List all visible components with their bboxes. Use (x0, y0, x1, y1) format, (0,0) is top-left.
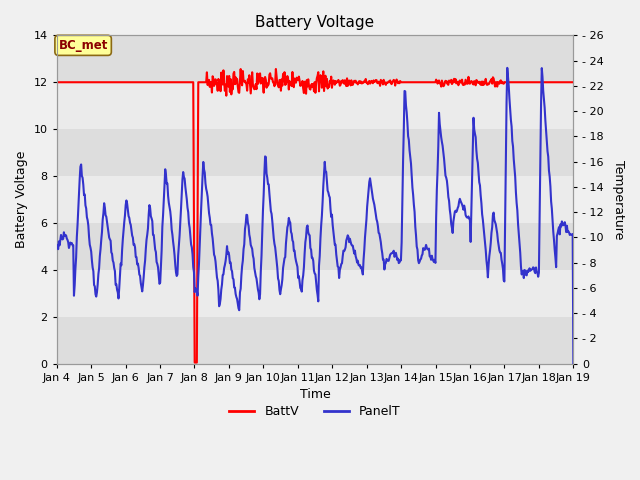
Text: BC_met: BC_met (58, 39, 108, 52)
Y-axis label: Battery Voltage: Battery Voltage (15, 151, 28, 248)
Y-axis label: Temperature: Temperature (612, 160, 625, 239)
Bar (57, 129, 573, 176)
Bar (57, 317, 573, 364)
Bar (57, 36, 573, 82)
Title: Battery Voltage: Battery Voltage (255, 15, 374, 30)
X-axis label: Time: Time (300, 388, 330, 401)
Bar (57, 223, 573, 270)
Legend: BattV, PanelT: BattV, PanelT (225, 400, 406, 423)
